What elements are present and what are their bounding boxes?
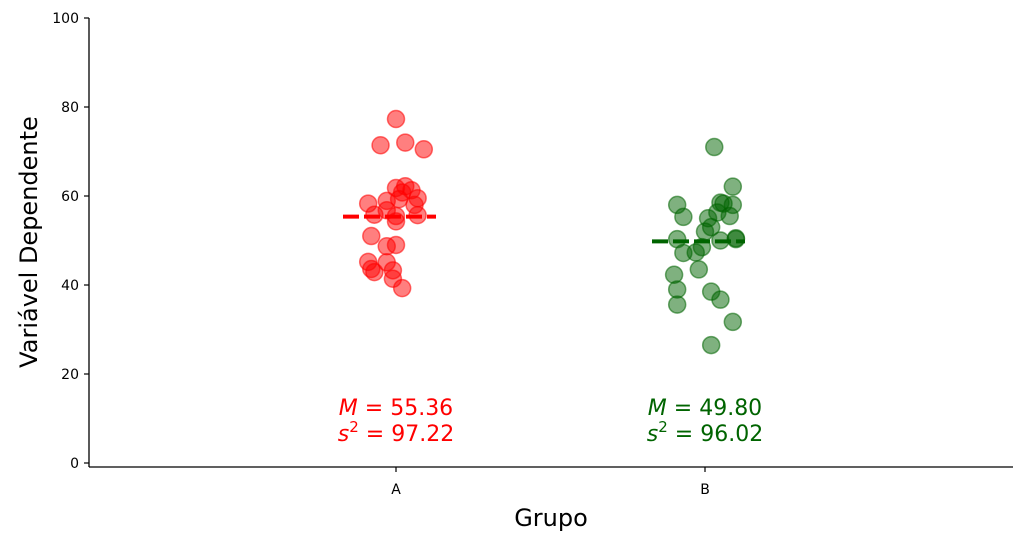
mean-annotation-a: M = 55.36 [339,396,453,421]
data-point-b [701,335,721,355]
data-point-b [689,260,709,279]
x-tick-label: A [391,482,401,498]
variance-annotation-a: s2 = 97.22 [338,418,454,447]
y-tick-label: 0 [70,456,79,472]
data-point-b [705,137,724,157]
y-tick-label: 40 [61,278,79,294]
data-point-a [371,136,390,155]
data-point-a [414,140,434,159]
y-tick-label: 60 [61,189,79,205]
data-point-b [723,312,743,332]
data-point-a [396,133,415,152]
y-axis-title: Variável Dependente [15,116,43,368]
data-point-a [362,226,381,246]
data-point-a [365,262,384,282]
y-tick-label: 80 [61,100,79,116]
data-point-b [695,222,715,241]
data-point-b [711,290,730,309]
data-point-a [392,278,412,298]
mean-annotation-b: M = 49.80 [648,396,762,421]
data-point-a [386,235,406,255]
y-tick-label: 20 [61,367,79,383]
x-tick-label: B [700,482,710,498]
data-point-a [386,109,406,129]
data-point-b [674,207,693,227]
x-axis-title: Grupo [514,504,588,532]
data-points [358,109,746,355]
data-point-b [667,295,687,314]
variance-annotation-b: s2 = 96.02 [647,418,763,447]
y-tick-label: 100 [52,11,79,27]
data-point-b [726,229,746,249]
data-point-b [723,177,743,196]
mean-lines [343,214,745,244]
y-ticks: 0 20 40 60 80 100 [52,11,89,472]
